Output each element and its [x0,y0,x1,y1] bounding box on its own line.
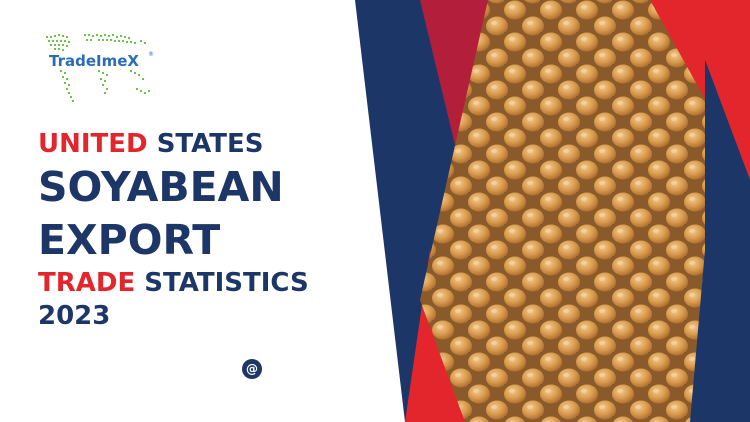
logo-registered-mark: ® [148,51,154,58]
headline-year: 2023 [38,301,111,331]
headline-soyabean: SOYABEAN [38,163,284,211]
logo-world-map-icon [46,34,150,102]
headline-accent-trade: TRADE [38,268,136,298]
headline-states: STATES [156,129,264,159]
headline-statistics: STATISTICS [144,268,309,298]
headline-line-4: TRADE STATISTICS [38,270,309,296]
headline-accent-united: UNITED [38,129,148,159]
headline-line-1: UNITED STATES [38,131,263,157]
logo-wordmark: TradeImeX [49,52,139,70]
headline-export: EXPORT [38,216,221,264]
email-at-icon[interactable]: @ [242,359,262,379]
